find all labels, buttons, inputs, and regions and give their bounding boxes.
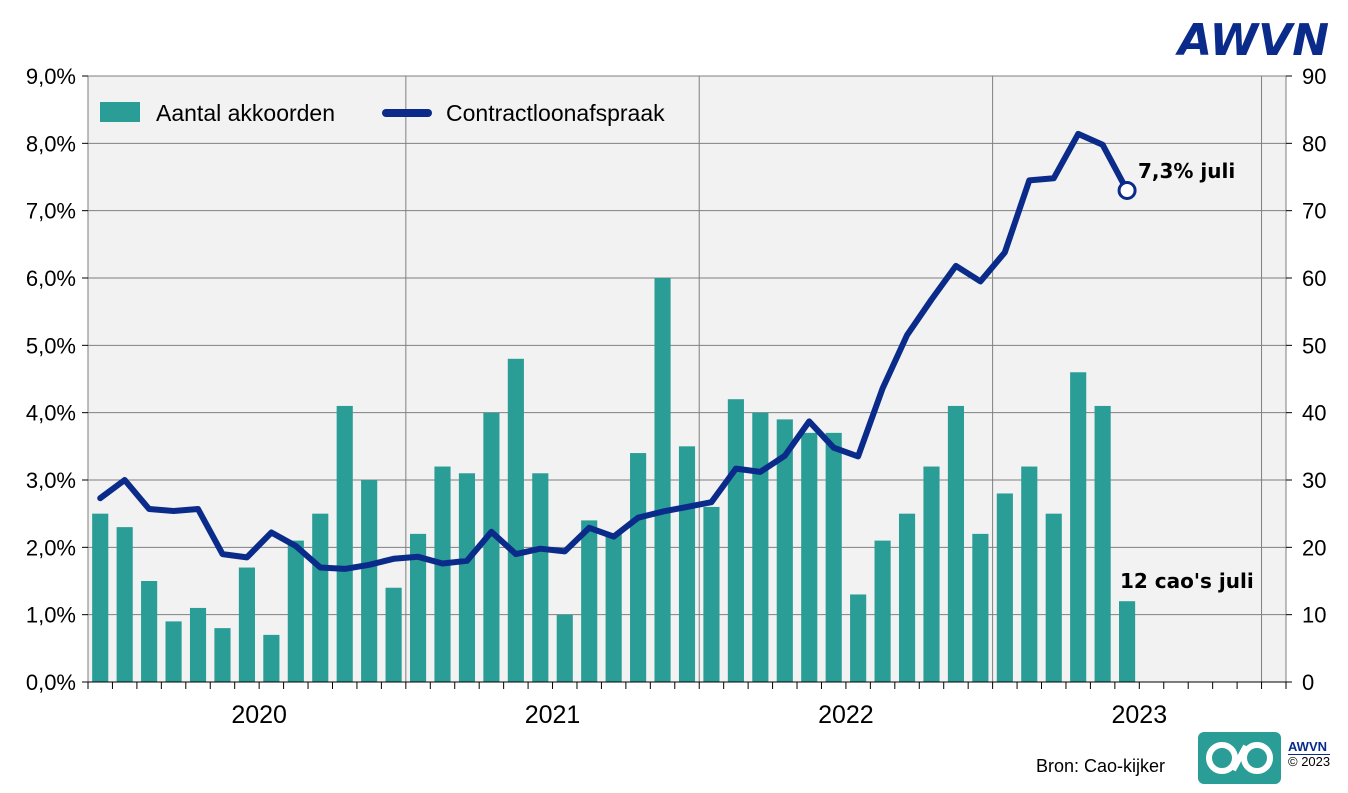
line-end-marker	[1117, 180, 1137, 200]
bar	[434, 466, 451, 682]
tick-label-left: 6,0%	[26, 266, 76, 291]
bar	[825, 432, 842, 682]
awvn-small-logo: AWVN © 2023	[1288, 740, 1331, 769]
vertical-gridlines	[405, 76, 1263, 682]
bar	[385, 587, 402, 682]
bar	[898, 513, 916, 682]
bar	[336, 405, 353, 682]
bar	[287, 540, 304, 682]
annotation-bar-end: 12 cao's juli	[1120, 569, 1254, 593]
tick-label-right: 60	[1302, 266, 1326, 291]
bar	[116, 527, 133, 682]
year-label: 2023	[1111, 701, 1167, 729]
bar	[972, 533, 989, 682]
bar	[556, 614, 573, 682]
tick-label-right: 40	[1302, 401, 1326, 426]
bar	[532, 473, 549, 682]
tick-label-right: 80	[1302, 131, 1326, 156]
bar	[141, 581, 158, 682]
right-axis-ticks: 0 10 20 30 40 50 60 70 80 90	[1286, 64, 1326, 695]
bar	[1094, 405, 1111, 682]
bar	[752, 412, 769, 682]
year-label: 2022	[818, 701, 874, 729]
tick-label-left: 5,0%	[26, 333, 76, 358]
bar	[1045, 513, 1062, 682]
legend-label-line: Contractloonafspraak	[446, 100, 665, 126]
tick-label-right: 10	[1302, 603, 1326, 628]
bar	[483, 412, 500, 682]
bar	[947, 405, 965, 682]
tick-label-right: 0	[1302, 670, 1314, 695]
source-label: Bron: Cao-kijker	[1036, 756, 1166, 776]
legend-swatch-bars	[100, 102, 140, 122]
bar	[409, 533, 427, 682]
bar	[605, 533, 622, 682]
bar	[1119, 601, 1136, 682]
legend: Aantal akkoorden Contractloonafspraak	[100, 100, 665, 126]
cao-kijker-logo	[1198, 732, 1281, 784]
bar	[361, 480, 378, 682]
copyright: © 2023	[1288, 754, 1331, 769]
year-label: 2021	[525, 701, 581, 729]
bar	[776, 419, 793, 682]
awvn-small-brand: AWVN	[1288, 740, 1331, 755]
legend-label-bars: Aantal akkoorden	[156, 100, 335, 126]
tick-label-right: 50	[1302, 333, 1326, 358]
bar	[214, 628, 231, 682]
tick-label-left: 7,0%	[26, 199, 76, 224]
bar	[996, 493, 1013, 682]
year-labels: 2020 2021 2022 2023	[231, 701, 1167, 729]
bar	[874, 540, 891, 682]
year-label: 2020	[231, 701, 287, 729]
tick-label-right: 20	[1302, 535, 1326, 560]
tick-label-right: 90	[1302, 64, 1326, 89]
left-axis-ticks: 0,0% 1,0% 2,0% 3,0% 4,0% 5,0% 6,0% 7,0% 8,0% 9,0%	[26, 64, 88, 695]
bar	[727, 399, 744, 682]
bar	[581, 520, 598, 682]
bar	[312, 513, 329, 682]
bar	[263, 634, 280, 682]
awvn-logo-text: AWVN	[1175, 15, 1329, 66]
annotation-line-end: 7,3% juli	[1138, 159, 1235, 183]
bar	[801, 432, 818, 682]
x-axis	[87, 681, 1287, 689]
tick-label-left: 9,0%	[26, 64, 76, 89]
bar	[92, 513, 109, 682]
bar	[678, 446, 696, 682]
tick-label-right: 30	[1302, 468, 1326, 493]
bar	[630, 453, 647, 682]
bar	[1070, 372, 1087, 682]
awvn-logo: AWVN	[1175, 15, 1329, 66]
bar	[850, 594, 867, 682]
bar	[703, 506, 720, 682]
tick-label-left: 8,0%	[26, 131, 76, 156]
bar	[923, 466, 940, 682]
bar	[507, 358, 524, 682]
tick-label-left: 1,0%	[26, 603, 76, 628]
bar	[189, 607, 207, 682]
bar	[165, 621, 182, 682]
line-series-contractloonafspraak	[97, 130, 1131, 572]
bar	[238, 567, 255, 682]
bar	[1021, 466, 1038, 682]
tick-label-left: 3,0%	[26, 468, 76, 493]
bar	[458, 473, 476, 682]
tick-label-left: 0,0%	[26, 670, 76, 695]
bar	[654, 278, 671, 682]
tick-label-right: 70	[1302, 199, 1326, 224]
tick-label-left: 4,0%	[26, 401, 76, 426]
tick-label-left: 2,0%	[26, 535, 76, 560]
